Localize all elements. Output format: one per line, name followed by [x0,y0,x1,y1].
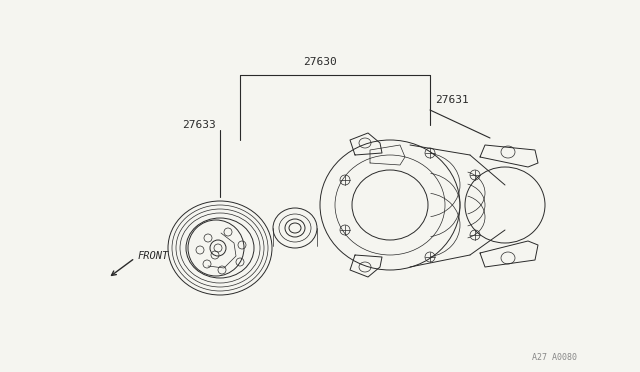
Text: 27630: 27630 [303,57,337,67]
Text: 27633: 27633 [182,120,216,130]
Text: 27631: 27631 [435,95,468,105]
Text: A27 A0080: A27 A0080 [532,353,577,362]
Text: FRONT: FRONT [138,251,169,261]
